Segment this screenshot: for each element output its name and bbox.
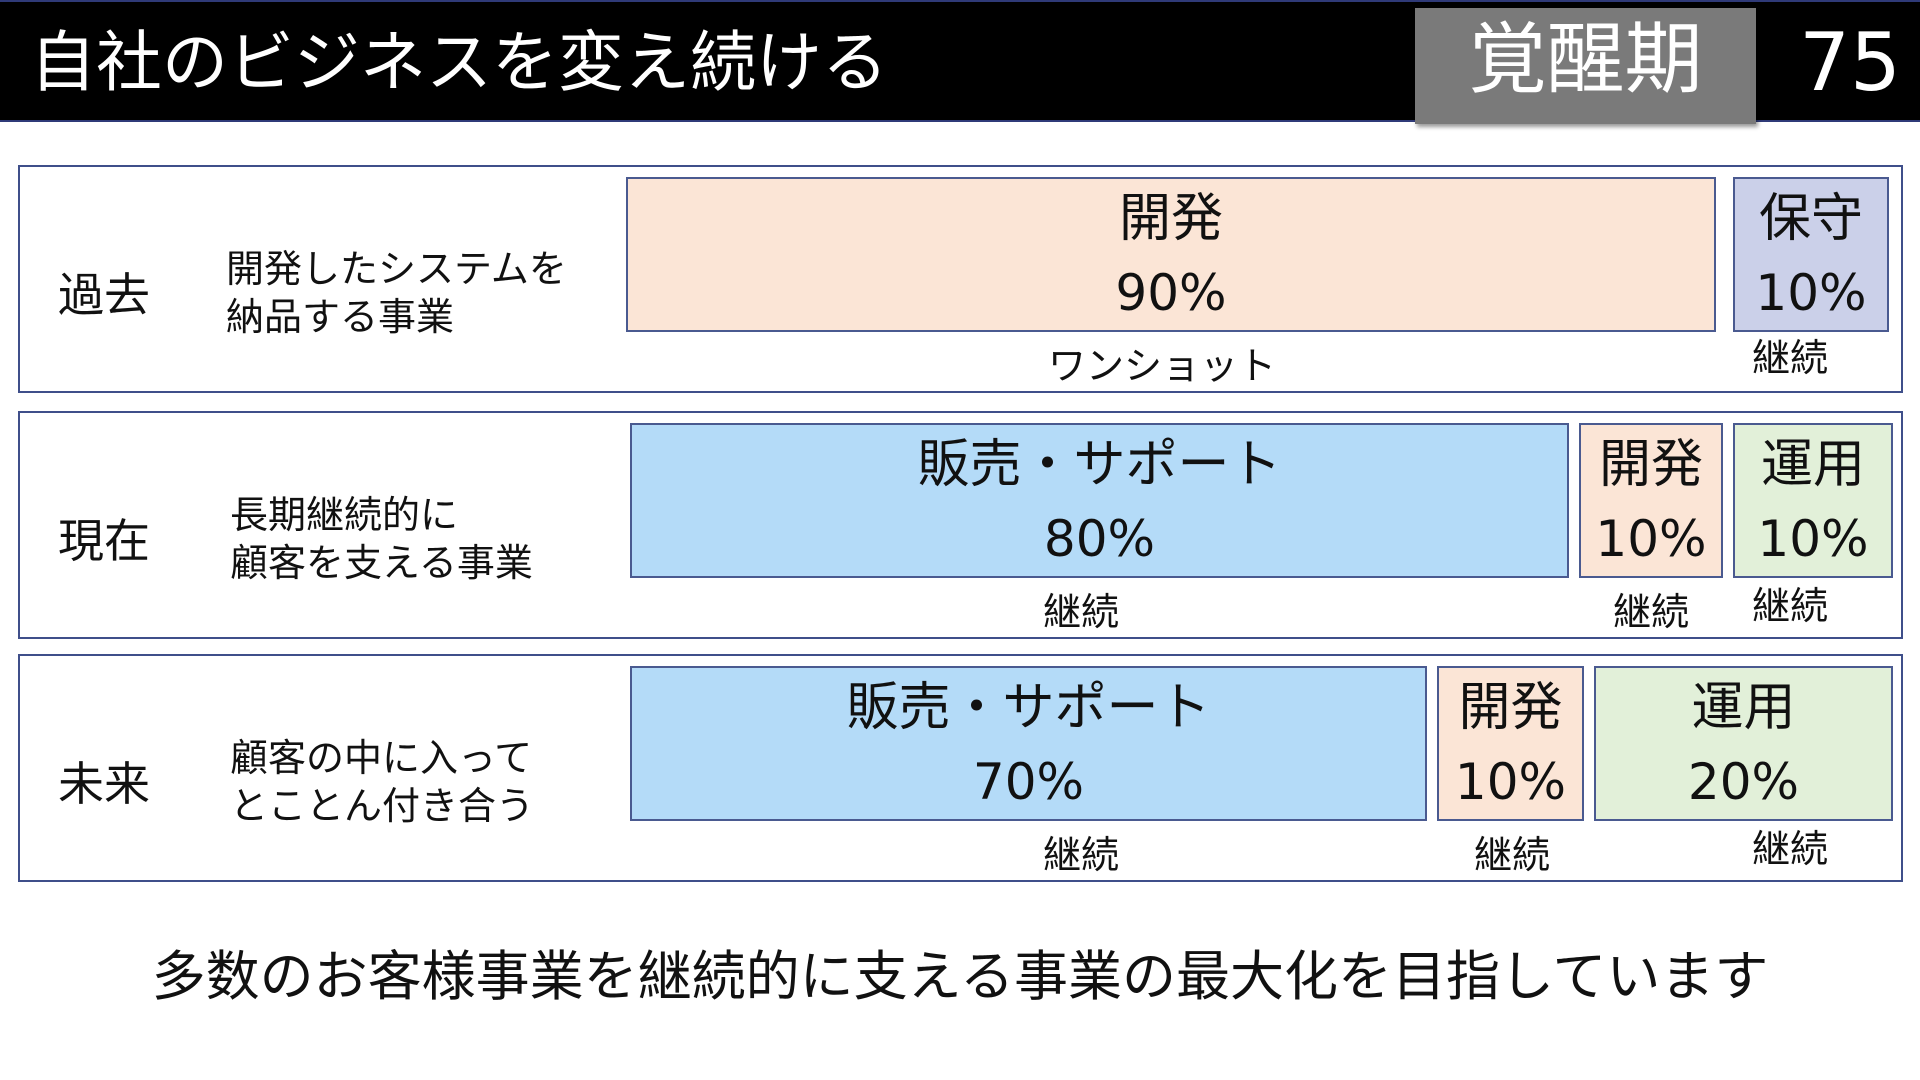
conclusion-text: 多数のお客様事業を継続的に支える事業の最大化を目指しています xyxy=(151,945,1769,1008)
row-present: 現在 長期継続的に 顧客を支える事業 販売・サポート 80% 開発 10% 運用… xyxy=(18,411,1903,639)
box-caption: 継続 xyxy=(1751,827,1829,871)
share-box-development: 開発 10% xyxy=(1579,423,1723,578)
box-label: 販売・サポート xyxy=(846,678,1211,738)
description-line: とことん付き合う xyxy=(230,784,535,828)
box-label: 運用 xyxy=(1760,435,1865,495)
box-caption: 継続 xyxy=(1042,590,1120,634)
box-caption: 継続 xyxy=(1612,590,1690,634)
description-line: 長期継続的に xyxy=(230,493,459,537)
description-line: 顧客を支える事業 xyxy=(230,541,533,585)
box-percent: 90% xyxy=(1115,264,1227,322)
row-future: 未来 顧客の中に入って とことん付き合う 販売・サポート 70% 開発 10% … xyxy=(18,654,1903,882)
era-label: 現在 xyxy=(58,514,150,568)
description-line: 開発したシステムを xyxy=(226,247,567,291)
slide-title: 自社のビジネスを変え続ける xyxy=(30,24,888,101)
box-label: 開発 xyxy=(1458,678,1563,738)
box-percent: 10% xyxy=(1454,753,1567,811)
box-caption: 継続 xyxy=(1042,833,1120,877)
description-line: 顧客の中に入って xyxy=(230,736,533,780)
era-label: 未来 xyxy=(58,757,150,811)
row-past: 過去 開発したシステムを 納品する事業 開発 90% 保守 10% ワンショット… xyxy=(18,165,1903,393)
era-description: 顧客の中に入って とことん付き合う xyxy=(230,734,534,830)
share-box-development: 開発 10% xyxy=(1437,666,1584,821)
box-percent: 10% xyxy=(1755,264,1867,322)
description-line: 納品する事業 xyxy=(226,295,455,339)
share-box-development: 開発 90% xyxy=(626,177,1716,332)
box-percent: 20% xyxy=(1687,753,1800,811)
phase-badge: 覚醒期 xyxy=(1415,8,1756,124)
box-caption: 継続 xyxy=(1751,336,1829,380)
era-description: 長期継続的に 顧客を支える事業 xyxy=(230,491,533,587)
share-box-operation: 運用 10% xyxy=(1733,423,1893,578)
box-percent: 70% xyxy=(972,753,1085,811)
box-label: 運用 xyxy=(1691,678,1796,738)
box-label: 開発 xyxy=(1598,435,1703,495)
era-description: 開発したシステムを 納品する事業 xyxy=(226,245,567,341)
box-label: 保守 xyxy=(1758,189,1863,249)
box-percent: 80% xyxy=(1043,510,1156,568)
share-box-sales-support: 販売・サポート 80% xyxy=(630,423,1569,578)
page-number: 75 xyxy=(1799,16,1901,109)
era-label: 過去 xyxy=(58,268,150,322)
slide-header: 自社のビジネスを変え続ける 覚醒期 75 xyxy=(0,0,1920,124)
share-box-operation: 運用 20% xyxy=(1594,666,1893,821)
box-caption: 継続 xyxy=(1473,833,1551,877)
box-label: 開発 xyxy=(1118,189,1223,249)
box-caption: ワンショット xyxy=(1047,344,1277,388)
box-label: 販売・サポート xyxy=(917,435,1282,495)
box-percent: 10% xyxy=(1595,510,1707,568)
share-box-maintenance: 保守 10% xyxy=(1733,177,1889,332)
share-box-sales-support: 販売・サポート 70% xyxy=(630,666,1427,821)
box-percent: 10% xyxy=(1757,510,1869,568)
box-caption: 継続 xyxy=(1751,584,1829,628)
